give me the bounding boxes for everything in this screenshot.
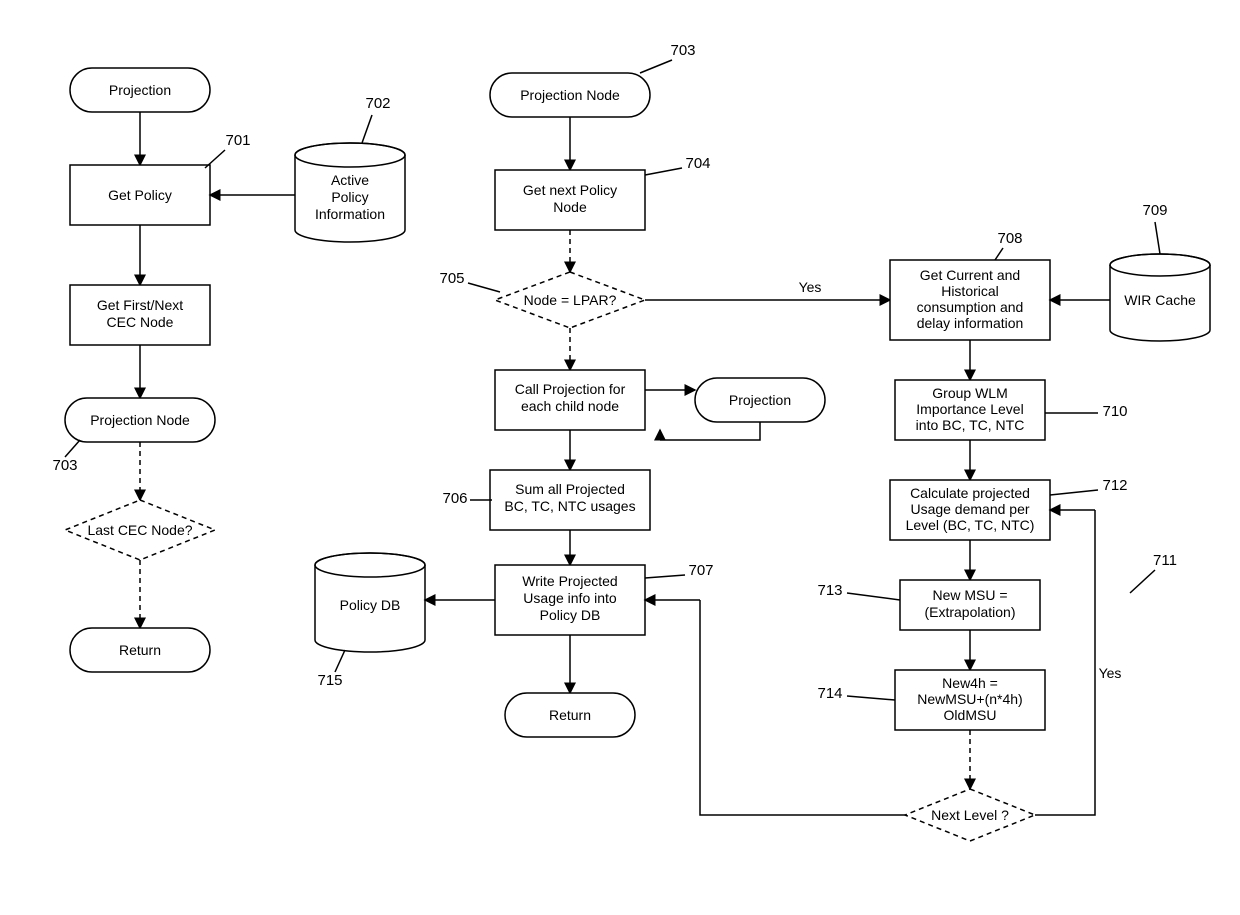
ref-704: 704 xyxy=(685,155,710,172)
label-next-policy-1: Get next Policy xyxy=(523,182,617,198)
ref-705: 705 xyxy=(439,270,464,287)
ref-703b: 703 xyxy=(52,457,77,474)
label-get-cec-1: Get First/Next xyxy=(97,297,183,313)
label-cd-3: Level (BC, TC, NTC) xyxy=(906,517,1035,533)
ref-714: 714 xyxy=(817,685,842,702)
label-gw-1: Group WLM xyxy=(932,385,1007,401)
label-return-mid: Return xyxy=(549,707,591,723)
label-active-policy-1: Active xyxy=(331,172,369,188)
ref-713: 713 xyxy=(817,582,842,599)
label-sum-2: BC, TC, NTC usages xyxy=(504,498,635,514)
label-n4-3: OldMSU xyxy=(944,707,997,723)
label-gc-2: Historical xyxy=(941,283,999,299)
label-gw-2: Importance Level xyxy=(916,401,1023,417)
label-projection-mid: Projection xyxy=(729,392,791,408)
ref-703: 703 xyxy=(670,42,695,59)
label-sum-1: Sum all Projected xyxy=(515,481,625,497)
label-active-policy-2: Policy xyxy=(331,189,368,205)
label-active-policy-3: Information xyxy=(315,206,385,222)
label-cd-2: Usage demand per xyxy=(910,501,1029,517)
label-lpar: Node = LPAR? xyxy=(524,292,617,308)
label-call-proj-1: Call Projection for xyxy=(515,381,626,397)
label-get-policy: Get Policy xyxy=(108,187,172,203)
label-proj-node-top: Projection Node xyxy=(520,87,620,103)
ref-701: 701 xyxy=(225,132,250,149)
label-next-level: Next Level ? xyxy=(931,807,1009,823)
ref-707: 707 xyxy=(688,562,713,579)
label-gc-3: consumption and xyxy=(917,299,1024,315)
label-n4-1: New4h = xyxy=(942,675,998,691)
label-last-cec: Last CEC Node? xyxy=(87,522,192,538)
label-write-3: Policy DB xyxy=(540,607,601,623)
label-gc-1: Get Current and xyxy=(920,267,1020,283)
label-gw-3: into BC, TC, NTC xyxy=(916,417,1025,433)
label-proj-node-left: Projection Node xyxy=(90,412,190,428)
edge-label-yes-lpar: Yes xyxy=(799,279,822,295)
label-projection-left: Projection xyxy=(109,82,171,98)
ref-702: 702 xyxy=(365,95,390,112)
label-return-left: Return xyxy=(119,642,161,658)
label-write-2: Usage info into xyxy=(523,590,617,606)
label-call-proj-2: each child node xyxy=(521,398,619,414)
ref-706: 706 xyxy=(442,490,467,507)
ref-711: 711 xyxy=(1153,552,1177,569)
label-n4-2: NewMSU+(n*4h) xyxy=(917,691,1022,707)
label-next-policy-2: Node xyxy=(553,199,587,215)
ref-708: 708 xyxy=(997,230,1022,247)
edge-label-yes-loop: Yes xyxy=(1099,665,1122,681)
label-policy-db: Policy DB xyxy=(340,597,401,613)
label-get-cec-2: CEC Node xyxy=(107,314,174,330)
label-cd-1: Calculate projected xyxy=(910,485,1030,501)
label-wir: WIR Cache xyxy=(1124,292,1196,308)
label-nm-2: (Extrapolation) xyxy=(924,604,1015,620)
ref-710: 710 xyxy=(1102,403,1127,420)
label-write-1: Write Projected xyxy=(522,573,617,589)
ref-709: 709 xyxy=(1142,202,1167,219)
flowchart-diagram: Projection Get Policy Active Policy Info… xyxy=(0,0,1240,915)
label-nm-1: New MSU = xyxy=(932,587,1007,603)
ref-712: 712 xyxy=(1102,477,1127,494)
label-gc-4: delay information xyxy=(917,315,1024,331)
ref-715: 715 xyxy=(317,672,342,689)
